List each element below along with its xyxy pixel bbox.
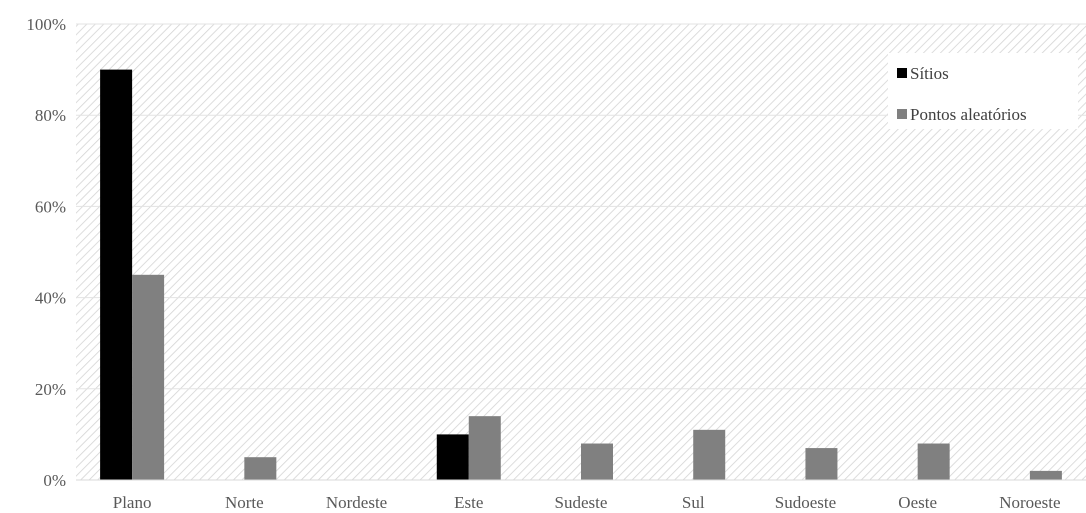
y-tick-label: 100% (26, 15, 66, 34)
y-tick-label: 60% (35, 197, 66, 216)
legend-label: Pontos aleatórios (910, 105, 1027, 124)
y-tick-label: 80% (35, 106, 66, 125)
x-category-label: Nordeste (326, 493, 387, 512)
x-category-label: Sudeste (555, 493, 608, 512)
y-tick-label: 40% (35, 289, 66, 308)
y-tick-label: 20% (35, 380, 66, 399)
bar-pontos-aleatorios-norte (244, 457, 277, 480)
x-category-label: Norte (225, 493, 264, 512)
x-category-label: Oeste (898, 493, 937, 512)
legend-label: Sítios (910, 64, 949, 83)
bar-sitios-este (436, 434, 469, 480)
x-category-label: Plano (113, 493, 152, 512)
x-category-label: Sudoeste (775, 493, 836, 512)
x-category-label: Noroeste (999, 493, 1060, 512)
y-tick-label: 0% (43, 471, 66, 490)
bar-pontos-aleatorios-sudoeste (805, 448, 838, 480)
legend-swatch (897, 109, 907, 119)
x-category-label: Sul (682, 493, 705, 512)
legend: Sítios Pontos aleatórios (888, 53, 1078, 129)
x-axis-categories: Plano Norte Nordeste Este Sudeste Sul Sudoeste… (113, 493, 1061, 512)
bar-pontos-aleatorios-oeste (917, 443, 950, 480)
gridlines (76, 23, 1086, 390)
y-axis-ticks: 0% 20% 40% 60% 80% 100% (26, 15, 66, 490)
bar-pontos-aleatorios-plano (132, 274, 165, 480)
x-category-label: Este (454, 493, 483, 512)
legend-box (888, 53, 1078, 129)
bar-pontos-aleatorios-sul (693, 429, 726, 480)
bar-pontos-aleatorios-sudeste (581, 443, 613, 480)
legend-swatch (897, 68, 907, 78)
bars-group (100, 69, 1062, 480)
bar-sitios-plano (100, 69, 133, 480)
bar-pontos-aleatorios-noroeste (1029, 470, 1062, 480)
bar-pontos-aleatorios-este (468, 416, 501, 480)
